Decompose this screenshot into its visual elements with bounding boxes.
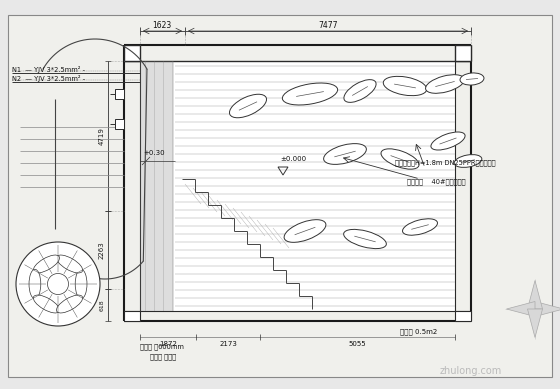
Ellipse shape [381,149,419,169]
Ellipse shape [431,132,465,150]
Bar [115,89,124,99]
Text: ±0.000: ±0.000 [280,156,306,162]
Bar [115,119,124,129]
Text: 溢水口 离600mm: 溢水口 离600mm [140,344,184,350]
Polygon shape [528,280,543,309]
Text: 2263: 2263 [99,241,105,259]
Bar [455,311,471,321]
Ellipse shape [454,154,482,167]
Text: N2  — YJV 3*2.5mm² -: N2 — YJV 3*2.5mm² - [12,75,85,82]
Ellipse shape [403,219,437,235]
Bar [175,61,455,311]
Ellipse shape [34,255,59,273]
Polygon shape [506,301,535,317]
Ellipse shape [34,295,59,313]
Ellipse shape [344,230,386,249]
Bar [124,311,140,321]
Bar [124,45,140,61]
Text: 出水孔高射H=1.8m DN25PPR管穿至顶项: 出水孔高射H=1.8m DN25PPR管穿至顶项 [395,160,496,166]
Text: N1  — YJV 3*2.5mm² -: N1 — YJV 3*2.5mm² - [12,65,85,72]
Circle shape [16,242,100,326]
Text: 5055: 5055 [348,341,366,347]
Ellipse shape [284,220,326,242]
Text: 1872: 1872 [159,341,177,347]
Text: 7477: 7477 [318,21,338,30]
Bar [455,45,471,61]
Ellipse shape [57,295,83,313]
Text: 1623: 1623 [152,21,171,30]
Ellipse shape [383,76,427,96]
Text: 无机路 0.5m2: 无机路 0.5m2 [400,329,437,335]
Ellipse shape [230,94,267,118]
Text: 喷水幕布    40#排水泵一台: 喷水幕布 40#排水泵一台 [407,179,465,185]
Bar [140,61,175,311]
Text: 溢水口 平排底: 溢水口 平排底 [150,354,176,360]
Text: 4719: 4719 [99,127,105,145]
Ellipse shape [426,75,464,93]
Text: +0.30: +0.30 [143,150,165,156]
Ellipse shape [29,269,41,299]
Polygon shape [535,301,560,317]
Ellipse shape [324,144,366,165]
Ellipse shape [460,73,484,85]
Circle shape [48,273,68,294]
Text: 618: 618 [100,299,105,311]
Ellipse shape [57,255,83,273]
Text: zhulong.com: zhulong.com [440,366,502,376]
Ellipse shape [344,80,376,102]
Polygon shape [528,309,543,338]
Ellipse shape [75,269,87,299]
Ellipse shape [282,83,338,105]
Text: 2173: 2173 [219,341,237,347]
